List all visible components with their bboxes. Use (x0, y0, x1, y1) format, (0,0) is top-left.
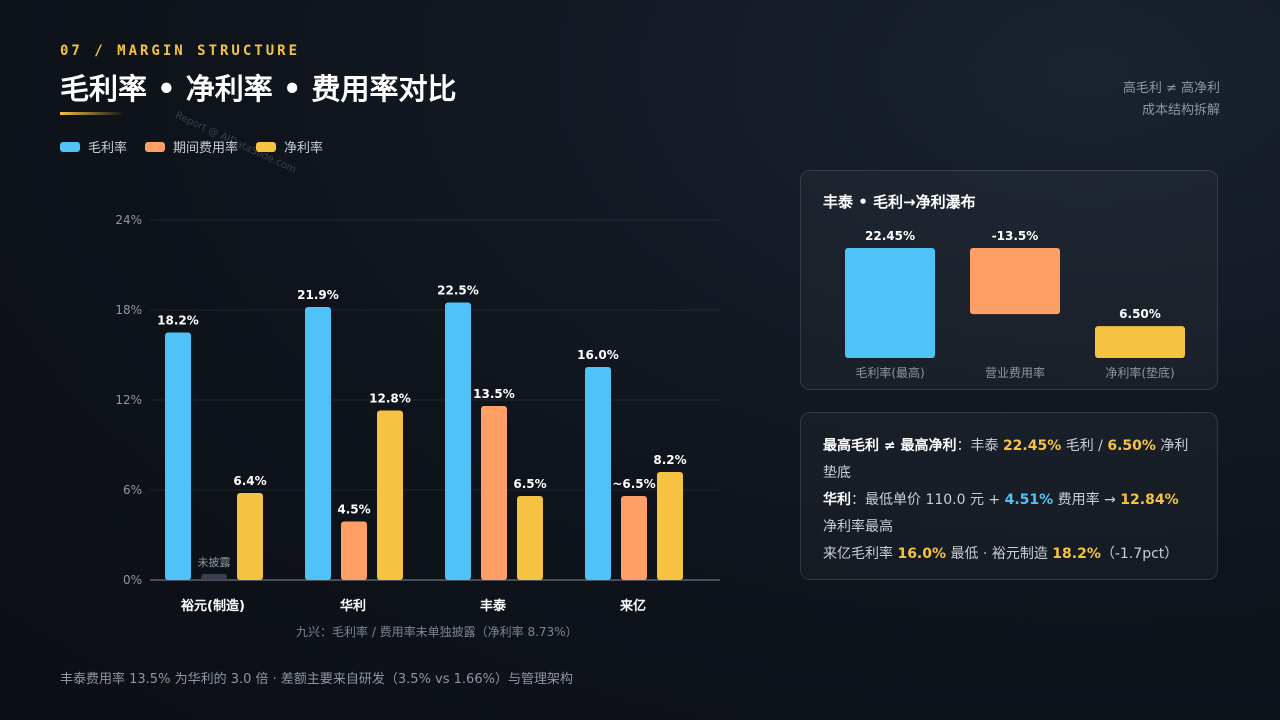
bar (341, 521, 367, 580)
waterfall-card: 丰泰 • 毛利→净利瀑布 22.45% 毛利率(最高) -13.5% 营业费用率 6.5… (800, 170, 1218, 390)
data-label: 4.5% (337, 503, 370, 517)
data-label: 21.9% (297, 288, 339, 302)
waterfall-category-label: 营业费用率 (985, 365, 1045, 380)
waterfall-bar (845, 247, 935, 358)
waterfall-bar (970, 247, 1060, 315)
bar (165, 332, 191, 580)
footer-note: 丰泰费用率 13.5% 为华利的 3.0 倍 · 差额主要来自研发（3.5% v… (60, 672, 573, 687)
x-category-label: 裕元(制造) (180, 598, 245, 614)
waterfall-value-label: 6.50% (1119, 307, 1161, 321)
legend-label: 期间费用率 (173, 141, 239, 156)
data-label: 13.5% (473, 387, 515, 401)
page-title: 毛利率 • 净利率 • 费用率对比 (60, 72, 457, 106)
x-category-label: 华利 (340, 598, 366, 614)
x-category-label: 丰泰 (480, 598, 507, 614)
margin-comparison-chart: 0% 6% 12% 18% 24% 18.2% 未披露 6.4% 裕元(制造) 21.9% 4.5%… (115, 213, 720, 614)
waterfall-title: 丰泰 • 毛利→净利瀑布 (823, 193, 976, 211)
y-tick-label: 0% (123, 573, 142, 587)
side-note: 高毛利 ≠ 高净利 成本结构拆解 (1123, 78, 1220, 122)
y-tick-label: 18% (115, 303, 142, 317)
bar (201, 574, 227, 580)
insight-line-2: 华利：最低单价 110.0 元 + 4.51% 费用率 → 12.84% 净利率… (823, 492, 1179, 535)
chart-legend: 毛利率 期间费用率 净利率 (60, 137, 323, 156)
waterfall-category-label: 毛利率(最高) (855, 365, 924, 380)
data-label: 16.0% (577, 348, 619, 362)
side-note-line2: 成本结构拆解 (1141, 103, 1220, 118)
data-label: 12.8% (369, 392, 411, 406)
insight-line-3: 来亿毛利率 16.0% 最低 · 裕元制造 18.2%（-1.7pct） (823, 546, 1179, 562)
y-tick-label: 24% (115, 213, 142, 227)
data-label: 22.5% (437, 284, 479, 298)
bar (305, 307, 331, 580)
bar (517, 496, 543, 580)
legend-swatch (145, 141, 166, 152)
legend-swatch (256, 141, 277, 152)
bar (657, 472, 683, 580)
side-note-line1: 高毛利 ≠ 高净利 (1122, 81, 1220, 96)
bar (585, 367, 611, 580)
waterfall-bar (1095, 326, 1185, 358)
data-label: 6.4% (233, 474, 266, 488)
insight-line-1: 最高毛利 ≠ 最高净利：丰泰 22.45% 毛利 / 6.50% 净利垫底 (823, 438, 1189, 481)
x-category-label: 来亿 (619, 598, 646, 614)
legend-item-gross-margin: 毛利率 (60, 137, 127, 156)
chart-note: 九兴：毛利率 / 费用率未单独披露（净利率 8.73%） (296, 625, 578, 639)
legend-label: 净利率 (284, 141, 324, 156)
legend-item-net-margin: 净利率 (256, 137, 323, 156)
bar (621, 496, 647, 580)
y-tick-label: 6% (123, 483, 142, 497)
title-underline (60, 112, 124, 115)
y-tick-label: 12% (115, 393, 142, 407)
bar (445, 302, 471, 580)
data-label: 8.2% (653, 453, 686, 467)
data-label: 18.2% (157, 314, 199, 328)
bar (481, 406, 507, 580)
data-label: 6.5% (513, 477, 546, 491)
legend-label: 毛利率 (88, 141, 128, 156)
data-label: ~6.5% (612, 477, 655, 491)
bar (237, 493, 263, 580)
section-kicker: 07 / MARGIN STRUCTURE (60, 43, 301, 59)
insights-card: 最高毛利 ≠ 最高净利：丰泰 22.45% 毛利 / 6.50% 净利垫底 华利… (800, 412, 1218, 580)
waterfall-category-label: 净利率(垫底) (1105, 365, 1174, 380)
waterfall-chart: 22.45% 毛利率(最高) -13.5% 营业费用率 6.50% 净利率(垫底) (845, 229, 1185, 380)
legend-item-expense-ratio: 期间费用率 (145, 137, 238, 156)
legend-swatch (60, 141, 80, 152)
waterfall-value-label: 22.45% (865, 229, 915, 243)
waterfall-value-label: -13.5% (992, 229, 1039, 243)
bar (377, 410, 403, 580)
data-label: 未披露 (198, 555, 231, 569)
